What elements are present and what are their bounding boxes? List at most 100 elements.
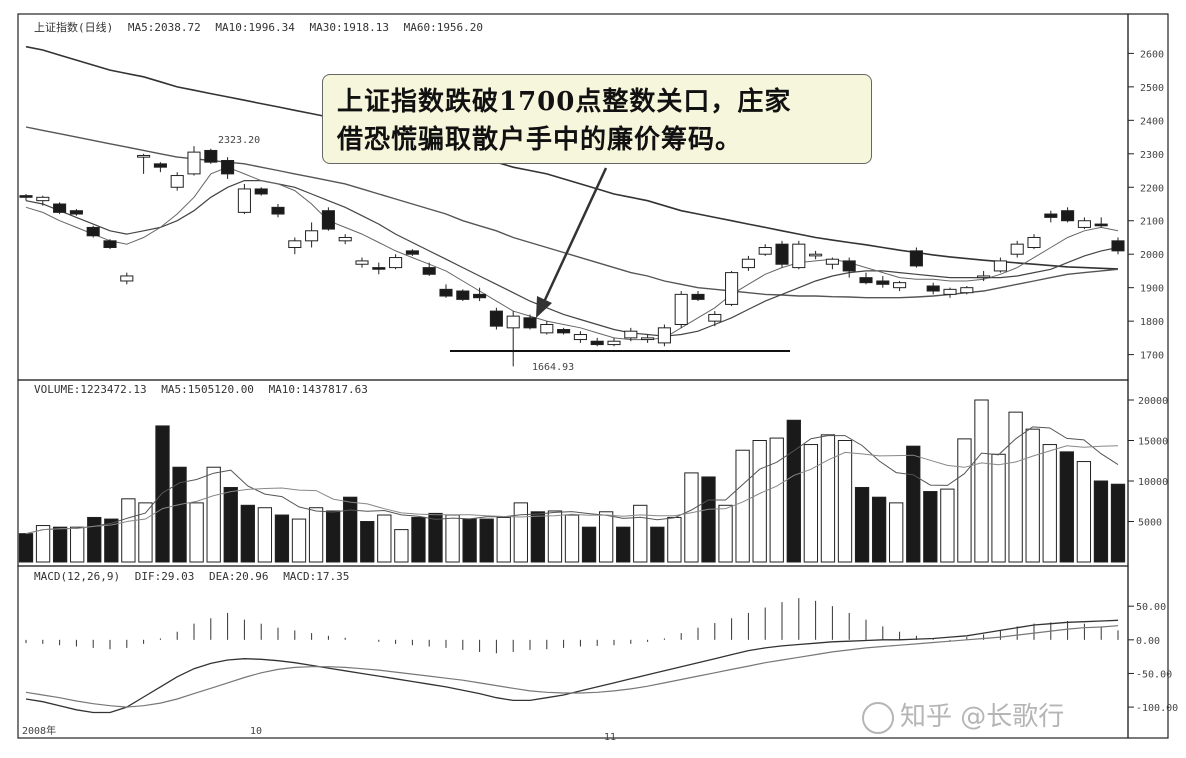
- macd-tick-label: -50.00: [1136, 669, 1172, 680]
- candle: [53, 202, 67, 215]
- candle: [573, 331, 587, 343]
- candle: [926, 282, 940, 295]
- price-tick-label: 2000: [1140, 250, 1164, 261]
- candle: [321, 207, 335, 231]
- candle-body: [53, 203, 67, 213]
- price-tick-label: 2500: [1140, 83, 1164, 94]
- candle: [489, 307, 503, 330]
- candle: [1010, 240, 1024, 258]
- volume-bar: [701, 476, 716, 563]
- candle-body: [809, 253, 823, 257]
- candle-body: [389, 257, 403, 269]
- volume-bar: [394, 529, 409, 563]
- callout-arrow-head: [536, 296, 552, 318]
- candle: [607, 337, 621, 347]
- candle-body: [69, 210, 83, 215]
- price-tick-label: 2600: [1140, 49, 1164, 60]
- candle: [909, 247, 923, 268]
- volume-bar: [291, 518, 307, 563]
- candle: [792, 240, 806, 270]
- callout-line-2: 借恐慌骗取散户手中的廉价筹码。: [337, 125, 743, 155]
- high-price-label: 2323.20: [218, 135, 260, 146]
- volume-bar: [52, 526, 68, 563]
- candle: [758, 244, 772, 256]
- candle: [338, 234, 352, 245]
- candle: [943, 287, 957, 298]
- candle-body: [775, 243, 789, 265]
- candle-body: [221, 159, 235, 175]
- volume-bar: [667, 516, 682, 563]
- candle-body: [170, 175, 184, 188]
- volume-bar: [121, 498, 136, 563]
- candle: [19, 193, 33, 201]
- candle-body: [1027, 236, 1041, 249]
- candle-body: [725, 272, 739, 305]
- volume-bar: [547, 510, 563, 563]
- candle-body: [1061, 210, 1075, 222]
- candle-body: [506, 315, 520, 329]
- candle-body: [372, 267, 386, 270]
- volume-bar: [1025, 428, 1040, 563]
- volume-bar: [138, 502, 153, 563]
- candle: [1077, 217, 1091, 230]
- volume-bar: [462, 518, 477, 563]
- candle: [422, 262, 436, 276]
- candlesticks: [19, 146, 1125, 367]
- candle: [540, 321, 554, 335]
- callout-arrow-line: [542, 167, 608, 303]
- volume-bar: [769, 437, 784, 563]
- volume-bar: [718, 504, 733, 563]
- volume-bar: [1076, 461, 1092, 563]
- volume-bar: [735, 449, 750, 563]
- candle-body: [288, 240, 302, 249]
- candle: [473, 287, 487, 302]
- candle: [456, 289, 470, 302]
- candle-body: [271, 206, 285, 215]
- volume-bar: [871, 496, 887, 563]
- volume-bar: [496, 516, 511, 563]
- candle: [120, 272, 134, 285]
- candle: [893, 280, 907, 292]
- volume-tick-label: 10000: [1138, 477, 1168, 488]
- volume-bar: [172, 466, 187, 563]
- candle: [153, 162, 167, 173]
- volume-tick-label: 5000: [1138, 518, 1162, 529]
- candle: [741, 255, 755, 271]
- volume-bar: [923, 491, 938, 563]
- candle: [590, 337, 604, 347]
- candle: [170, 172, 184, 191]
- x-label-11: 11: [604, 732, 616, 743]
- candle: [506, 311, 520, 367]
- volume-bar: [752, 440, 767, 563]
- candle: [557, 327, 571, 335]
- candle: [204, 148, 218, 164]
- volume-bar: [974, 399, 989, 563]
- ma10-line: [25, 180, 1119, 337]
- right-axis-frame: [1127, 13, 1169, 739]
- candle-body: [792, 243, 806, 269]
- candle-body: [1044, 213, 1058, 218]
- volume-bar: [70, 526, 85, 563]
- volume-bar: [889, 502, 904, 563]
- low-price-label: 1664.93: [532, 362, 574, 373]
- price-tick-label: 2400: [1140, 116, 1164, 127]
- main-panel-header: 上证指数(日线) MA5:2038.72 MA10:1996.34 MA30:1…: [34, 20, 483, 34]
- candle: [86, 225, 100, 238]
- volume-bar: [513, 502, 528, 563]
- candle: [674, 291, 688, 328]
- candle: [355, 257, 369, 268]
- macd-tick-label: 50.00: [1136, 602, 1166, 613]
- candle-body: [103, 240, 117, 249]
- volume-bar: [837, 440, 853, 563]
- candle: [271, 204, 285, 218]
- candle: [36, 195, 50, 206]
- candle: [775, 240, 789, 268]
- volume-bar: [155, 425, 170, 563]
- candle: [439, 284, 453, 298]
- candle-body: [86, 226, 100, 237]
- candle-body: [305, 230, 319, 242]
- volume-bar: [564, 514, 580, 563]
- volume-bar: [445, 514, 460, 563]
- volume-panel-header: VOLUME:1223472.13 MA5:1505120.00 MA10:14…: [34, 383, 368, 396]
- dea-line: [25, 625, 1119, 708]
